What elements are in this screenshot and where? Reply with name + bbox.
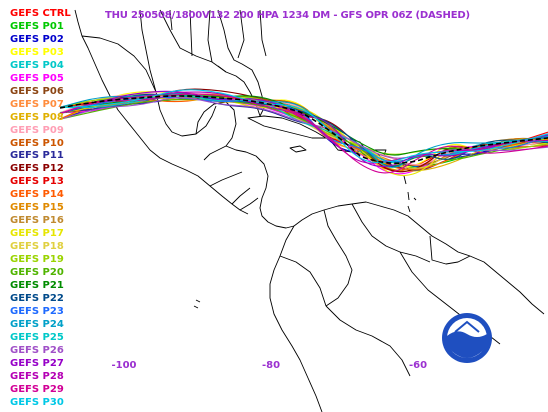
coastline-gulf-mexico — [139, 9, 217, 137]
border-brazil-peru — [325, 305, 411, 377]
noaa-logo-gull — [454, 320, 480, 333]
lon-label: -100 — [111, 360, 137, 371]
legend-item: GEFS P03 — [10, 46, 64, 58]
ensemble-contour-line — [59, 89, 548, 164]
legend-item: GEFS P25 — [10, 331, 64, 343]
legend-item: GEFS P05 — [10, 72, 64, 84]
legend-item: GEFS P09 — [10, 124, 64, 136]
coastline-south-america — [293, 201, 545, 315]
legend-item: GEFS P19 — [10, 254, 64, 266]
legend-item: GEFS P13 — [10, 176, 64, 188]
legend-item: GEFS P14 — [10, 189, 64, 201]
legend-item: GEFS P24 — [10, 318, 64, 330]
border-us-mexico — [81, 35, 157, 93]
island-barbados — [413, 197, 417, 201]
gfs-opr-dashed-line — [59, 95, 548, 164]
legend-item: GEFS CTRL — [10, 8, 71, 19]
legend-item: GEFS P10 — [10, 137, 64, 149]
legend-item: GEFS P23 — [10, 305, 64, 317]
legend-item: GEFS P28 — [10, 370, 64, 382]
legend-item: GEFS P04 — [10, 59, 64, 71]
ensemble-contour-line — [59, 93, 548, 168]
legend-item: GEFS P12 — [10, 163, 64, 175]
legend-item: GEFS P16 — [10, 215, 64, 227]
island-jamaica — [289, 145, 307, 153]
legend-item: GEFS P22 — [10, 292, 64, 304]
legend-item: GEFS P15 — [10, 202, 64, 214]
legend-item: GEFS P06 — [10, 85, 64, 97]
legend-item: GEFS P08 — [10, 111, 64, 123]
coastline-yucatan — [195, 101, 237, 161]
coastline-north-america — [74, 9, 249, 215]
legend-item: GEFS P01 — [10, 20, 64, 32]
legend-item: GEFS P27 — [10, 357, 64, 369]
legend-item: GEFS P02 — [10, 33, 64, 45]
legend-item: GEFS P26 — [10, 344, 64, 356]
border-venezuela-guyana — [351, 203, 431, 263]
noaa-logo-wave — [447, 331, 487, 358]
legend-item: GEFS P18 — [10, 241, 64, 253]
map-title: THU 250508/1800V132 200 HPA 1234 DM - GF… — [105, 10, 470, 21]
border-us-states — [169, 9, 267, 63]
ensemble-contour-layer — [59, 88, 548, 176]
legend-item: GEFS P21 — [10, 280, 64, 292]
noaa-logo — [442, 313, 492, 363]
ensemble-contour-line — [59, 91, 548, 164]
border-colombia-venezuela — [323, 209, 353, 307]
lon-label: -60 — [408, 360, 428, 371]
legend-item: GEFS P07 — [10, 98, 64, 110]
gfs-opr-dashed-layer — [59, 95, 548, 164]
legend-item: GEFS P17 — [10, 228, 64, 240]
ensemble-contour-line — [59, 94, 548, 172]
lon-label: -80 — [261, 360, 281, 371]
border-ecuador-peru — [279, 255, 327, 307]
coastline-us-gulf — [159, 9, 227, 73]
legend-item: GEFS P29 — [10, 383, 64, 395]
legend-item: GEFS P11 — [10, 150, 64, 162]
legend-item: GEFS P20 — [10, 267, 64, 279]
coastline-south-america-pacific — [269, 225, 323, 412]
ensemble-contour-line — [59, 94, 548, 171]
legend-item: GEFS P30 — [10, 396, 64, 408]
border-central-america — [209, 171, 259, 211]
coastline-central-america — [225, 145, 295, 229]
ensemble-legend: GEFS CTRL GEFS P01 GEFS P02 GEFS P03 GEFS P0… — [10, 8, 71, 410]
islands-galapagos — [193, 299, 201, 309]
border-guianas — [429, 235, 471, 265]
